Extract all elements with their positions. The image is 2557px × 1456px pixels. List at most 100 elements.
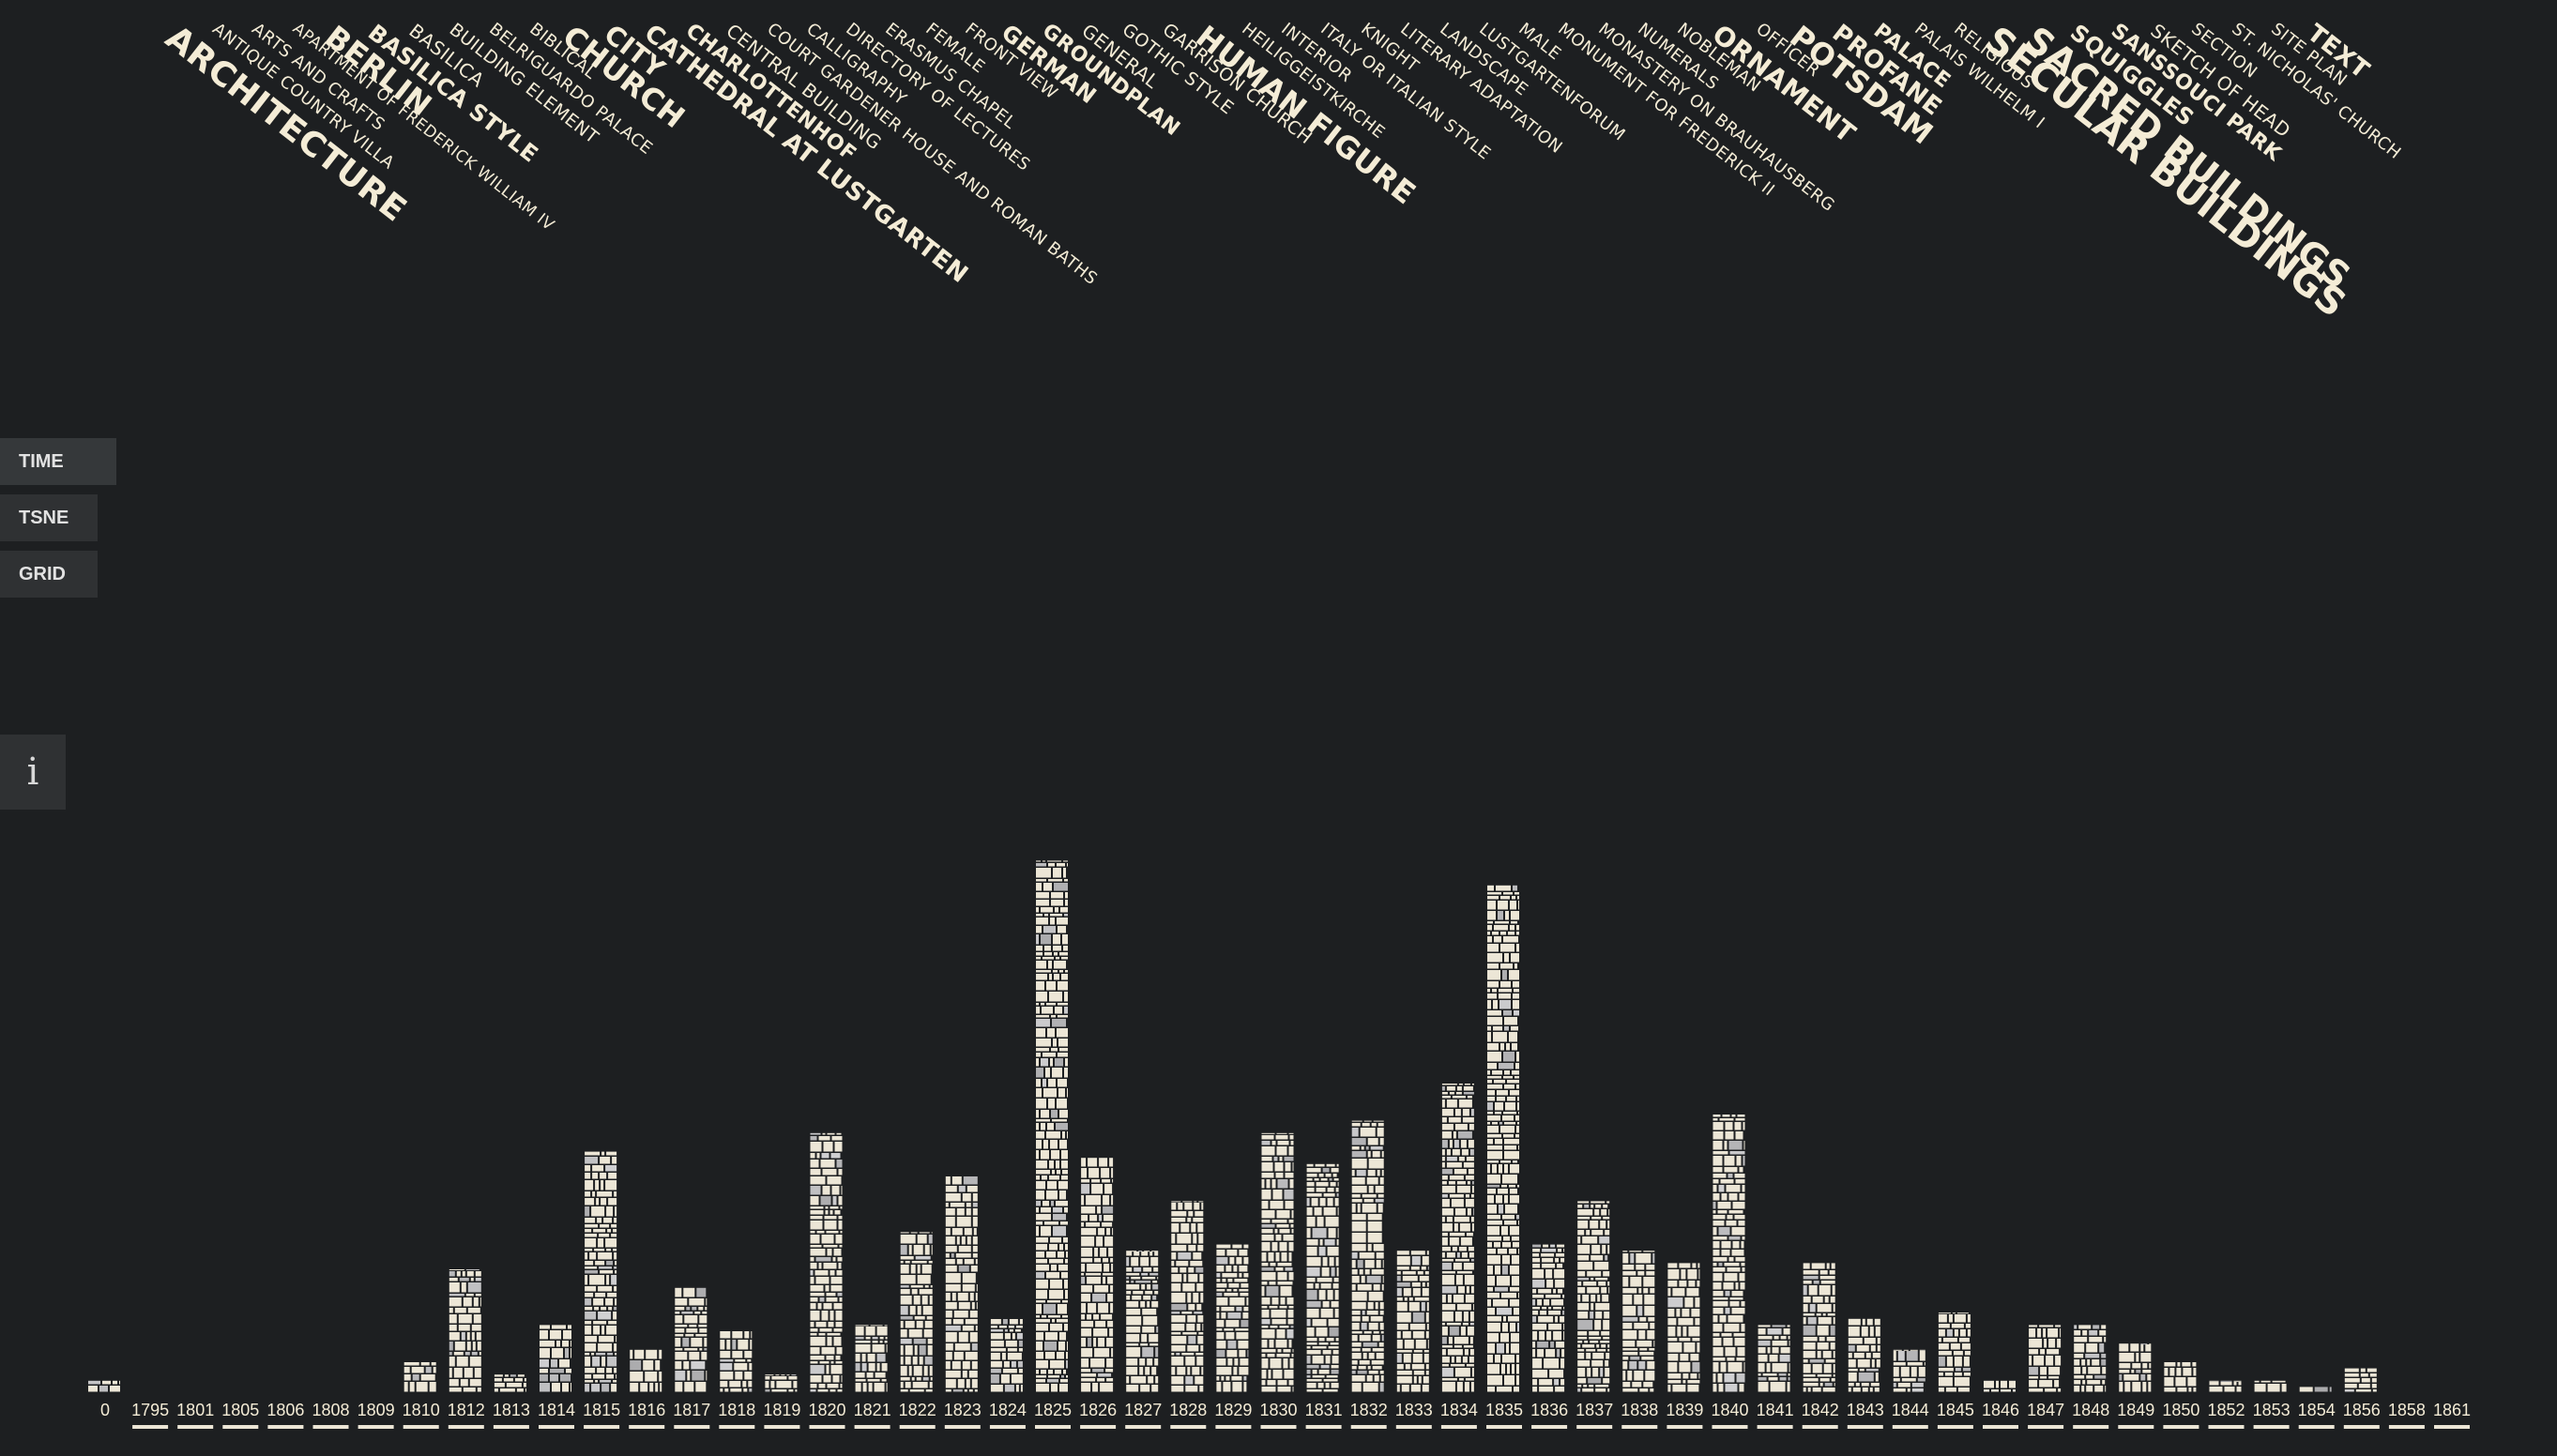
image-tile[interactable]: [913, 1366, 922, 1376]
image-tile[interactable]: [833, 1337, 842, 1346]
image-tile[interactable]: [945, 1193, 961, 1202]
image-tile[interactable]: [1758, 1363, 1765, 1373]
image-tile[interactable]: [1376, 1252, 1384, 1259]
image-tile[interactable]: [1103, 1258, 1109, 1263]
image-tile[interactable]: [1036, 1237, 1048, 1243]
image-tile[interactable]: [1277, 1179, 1288, 1189]
image-tile[interactable]: [1126, 1358, 1138, 1366]
image-tile[interactable]: [1680, 1354, 1689, 1361]
image-tile[interactable]: [1378, 1342, 1384, 1347]
image-tile[interactable]: [1036, 914, 1043, 917]
image-tile[interactable]: [1059, 1244, 1063, 1251]
image-tile[interactable]: [1441, 1263, 1452, 1270]
image-tile[interactable]: [459, 1278, 469, 1282]
image-tile[interactable]: [1041, 1370, 1046, 1374]
image-tile[interactable]: [1363, 1199, 1374, 1203]
image-tile[interactable]: [1221, 1312, 1226, 1319]
image-tile[interactable]: [1859, 1369, 1864, 1372]
image-tile[interactable]: [1081, 1277, 1086, 1284]
image-tile[interactable]: [1049, 974, 1052, 980]
image-tile[interactable]: [1487, 981, 1499, 988]
image-tile[interactable]: [1487, 993, 1497, 999]
image-tile[interactable]: [1637, 1306, 1643, 1316]
year-column-1839[interactable]: [1667, 1263, 1700, 1392]
image-tile[interactable]: [1638, 1288, 1642, 1294]
image-tile[interactable]: [1041, 1058, 1048, 1067]
image-tile[interactable]: [458, 1325, 470, 1331]
image-tile[interactable]: [1081, 1378, 1096, 1382]
image-tile[interactable]: [1047, 1123, 1054, 1130]
image-tile[interactable]: [702, 1312, 708, 1314]
image-tile[interactable]: [1058, 1181, 1068, 1190]
image-tile[interactable]: [1261, 1252, 1267, 1262]
year-column-1836[interactable]: [1532, 1244, 1565, 1392]
image-tile[interactable]: [449, 1271, 455, 1277]
image-tile[interactable]: [2119, 1353, 2135, 1362]
image-tile[interactable]: [706, 1298, 708, 1306]
image-tile[interactable]: [1788, 1377, 1790, 1381]
image-tile[interactable]: [594, 1307, 600, 1311]
image-tile[interactable]: [1056, 1123, 1068, 1130]
image-tile[interactable]: [1261, 1326, 1269, 1328]
image-tile[interactable]: [1487, 1151, 1502, 1160]
image-tile[interactable]: [1487, 1293, 1499, 1298]
year-label-1821[interactable]: 1821: [854, 1401, 891, 1419]
image-tile[interactable]: [1036, 957, 1041, 960]
image-tile[interactable]: [1897, 1351, 1905, 1361]
year-column-1827[interactable]: [1126, 1251, 1159, 1392]
image-tile[interactable]: [1036, 1048, 1049, 1052]
image-tile[interactable]: [1180, 1267, 1187, 1273]
image-tile[interactable]: [1396, 1340, 1403, 1349]
image-tile[interactable]: [1094, 1258, 1102, 1263]
image-tile[interactable]: [1197, 1223, 1204, 1233]
image-tile[interactable]: [945, 1259, 955, 1265]
image-tile[interactable]: [1831, 1378, 1835, 1382]
image-tile[interactable]: [1667, 1297, 1683, 1308]
image-tile[interactable]: [1500, 1160, 1511, 1163]
image-tile[interactable]: [1600, 1221, 1606, 1229]
image-tile[interactable]: [552, 1348, 563, 1358]
image-tile[interactable]: [876, 1354, 886, 1362]
year-column-1817[interactable]: [675, 1287, 708, 1392]
image-tile[interactable]: [1036, 1058, 1039, 1067]
image-tile[interactable]: [2124, 1382, 2131, 1392]
image-tile[interactable]: [2358, 1384, 2370, 1388]
image-tile[interactable]: [591, 1384, 601, 1392]
year-column-1822[interactable]: [900, 1232, 933, 1392]
image-tile[interactable]: [1135, 1281, 1151, 1283]
image-tile[interactable]: [1464, 1382, 1469, 1392]
image-tile[interactable]: [1171, 1336, 1187, 1344]
image-tile[interactable]: [1803, 1281, 1812, 1284]
image-tile[interactable]: [720, 1340, 725, 1350]
image-tile[interactable]: [828, 1322, 834, 1327]
image-tile[interactable]: [1497, 1308, 1512, 1315]
image-tile[interactable]: [2344, 1373, 2359, 1377]
image-tile[interactable]: [1856, 1345, 1869, 1352]
time-view-button[interactable]: TIME: [0, 438, 116, 485]
image-tile[interactable]: [1062, 934, 1068, 945]
image-tile[interactable]: [1216, 1312, 1220, 1319]
image-tile[interactable]: [1510, 925, 1514, 931]
image-tile[interactable]: [1809, 1359, 1824, 1363]
image-tile[interactable]: [99, 1386, 108, 1392]
image-tile[interactable]: [595, 1261, 605, 1266]
image-tile[interactable]: [1045, 1352, 1055, 1359]
image-tile[interactable]: [1622, 1323, 1633, 1329]
image-tile[interactable]: [1637, 1271, 1645, 1276]
image-tile[interactable]: [822, 1169, 837, 1175]
image-tile[interactable]: [1577, 1353, 1585, 1359]
image-tile[interactable]: [1441, 1237, 1448, 1246]
image-tile[interactable]: [2220, 1382, 2232, 1386]
image-tile[interactable]: [1692, 1338, 1700, 1342]
image-tile[interactable]: [1036, 1360, 1048, 1369]
image-tile[interactable]: [1036, 1175, 1040, 1180]
image-tile[interactable]: [449, 1342, 453, 1351]
image-tile[interactable]: [1956, 1312, 1969, 1314]
image-tile[interactable]: [990, 1374, 999, 1384]
image-tile[interactable]: [1817, 1374, 1832, 1377]
image-tile[interactable]: [1334, 1198, 1339, 1206]
image-tile[interactable]: [1261, 1306, 1268, 1309]
image-tile[interactable]: [2130, 1344, 2139, 1352]
image-tile[interactable]: [1589, 1337, 1602, 1340]
image-tile[interactable]: [1833, 1374, 1835, 1377]
